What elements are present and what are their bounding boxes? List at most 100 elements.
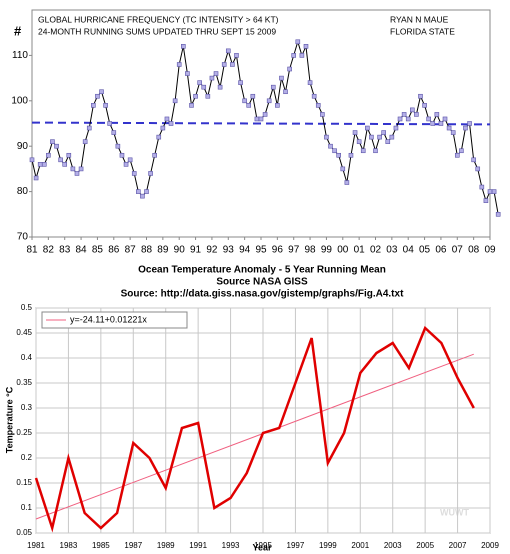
data-point [181, 44, 186, 49]
x-tick-label: 1995 [254, 541, 272, 550]
x-tick-label: 90 [174, 245, 186, 256]
data-point [397, 116, 403, 122]
y-tick-label: 0.3 [21, 403, 33, 412]
x-tick-label: 1983 [60, 541, 78, 550]
x-tick-label: 1981 [27, 541, 45, 550]
data-point [33, 175, 39, 181]
y-tick-label: 0.15 [16, 478, 32, 487]
y-tick-label: 90 [17, 141, 29, 152]
data-point [217, 84, 223, 90]
x-tick-label: 2005 [416, 541, 434, 550]
data-point [401, 112, 407, 117]
x-tick-label: 88 [141, 245, 153, 256]
trend-line [35, 353, 474, 520]
data-point [74, 171, 80, 176]
x-tick-label: 04 [403, 245, 415, 256]
data-point [131, 171, 137, 176]
x-tick-label: 97 [288, 245, 300, 256]
chart-title: Ocean Temperature Anomaly - 5 Year Runni… [138, 265, 386, 276]
data-point [471, 157, 476, 163]
data-point [295, 39, 301, 45]
data-point [450, 130, 456, 135]
data-point [103, 103, 108, 108]
data-point [41, 162, 47, 167]
data-point [115, 143, 121, 149]
x-tick-label: 05 [419, 245, 431, 256]
affiliation: FLORIDA STATE [390, 26, 455, 36]
data-point [262, 112, 268, 117]
data-point [246, 103, 252, 108]
y-tick-label: 0.2 [21, 453, 33, 462]
y-tick-label: 0.1 [21, 503, 33, 512]
data-point [426, 116, 431, 122]
data-point [172, 98, 178, 104]
data-point [405, 116, 411, 122]
x-tick-label: 08 [468, 245, 480, 256]
y-tick-label: 0.5 [21, 303, 33, 312]
data-point [442, 116, 448, 122]
data-point [291, 53, 297, 58]
data-point [62, 162, 68, 167]
x-tick-label: 86 [108, 245, 120, 256]
data-point [336, 152, 341, 158]
data-point [365, 125, 370, 131]
data-point [389, 134, 395, 140]
data-point [438, 121, 444, 126]
data-point [91, 103, 96, 108]
y-tick-label: 0.35 [16, 378, 32, 387]
data-point [434, 112, 440, 117]
data-point [414, 112, 419, 117]
y-tick-label: 100 [11, 95, 28, 106]
data-line [31, 40, 499, 215]
x-tick-label: 1993 [222, 541, 240, 550]
x-tick-label: 94 [239, 245, 251, 256]
data-point [123, 162, 129, 167]
data-point [270, 84, 276, 90]
data-point [307, 80, 313, 85]
data-point [463, 125, 468, 131]
chart-subtitle: Source NASA GISS [216, 277, 308, 288]
x-tick-label: 2007 [449, 541, 467, 550]
data-point [242, 98, 247, 104]
data-point [430, 121, 436, 126]
data-point [238, 80, 243, 85]
x-tick-label: 1997 [287, 541, 305, 550]
x-tick-label: 03 [386, 245, 398, 256]
x-tick-label: 01 [354, 245, 366, 256]
data-point [156, 134, 162, 140]
x-tick-label: 09 [484, 245, 496, 256]
x-tick-label: 2001 [351, 541, 369, 550]
x-tick-label: 07 [452, 245, 464, 256]
data-point [369, 134, 374, 140]
data-point [459, 148, 464, 154]
x-tick-label: 02 [370, 245, 382, 256]
legend-label: y=-24.11+0.01221x [70, 314, 147, 324]
x-tick-label: 95 [255, 245, 267, 256]
y-tick-label: 0.25 [16, 428, 32, 437]
data-line [34, 325, 475, 533]
x-axis-label: Year [252, 542, 272, 552]
y-tick-label: 0.4 [21, 353, 33, 362]
data-point [136, 189, 141, 194]
data-point [197, 80, 202, 85]
data-point [99, 89, 104, 95]
data-point [205, 93, 211, 99]
data-point [107, 121, 112, 126]
data-point [356, 139, 362, 144]
x-tick-label: 85 [92, 245, 104, 256]
x-tick-label: 06 [435, 245, 447, 256]
x-tick-label: 91 [190, 245, 202, 256]
data-point [258, 116, 264, 122]
y-tick-label: 70 [17, 232, 29, 243]
y-axis-label: # [14, 23, 22, 38]
data-point [324, 134, 329, 140]
data-point [352, 130, 358, 135]
x-tick-label: 98 [305, 245, 317, 256]
data-point [230, 62, 235, 67]
data-point [46, 152, 51, 158]
x-tick-label: 89 [157, 245, 169, 256]
data-point [176, 62, 182, 67]
x-tick-label: 84 [76, 245, 88, 256]
x-tick-label: 1989 [157, 541, 175, 550]
